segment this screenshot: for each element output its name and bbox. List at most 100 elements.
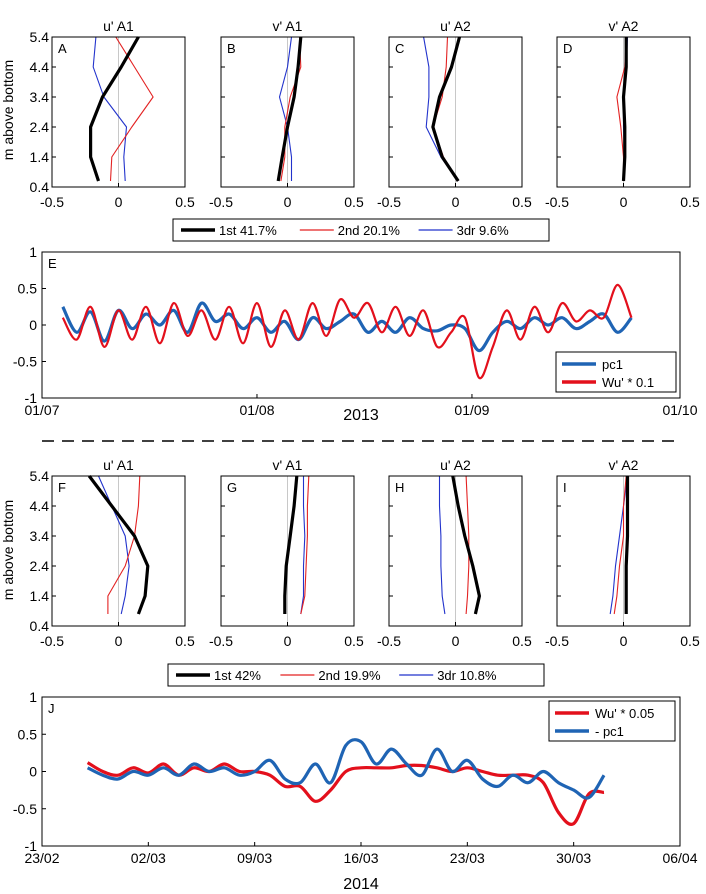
chart-j-ytick-label: 1 xyxy=(29,689,37,705)
chart-j-xtick-label: 23/02 xyxy=(24,850,59,866)
chart-j-legend-entry: - pc1 xyxy=(595,724,624,739)
chart-e-series-Wu' * 0.1 xyxy=(61,283,633,380)
chart-f-ytick-label: 2.4 xyxy=(30,558,50,574)
legend-profiles_bottom xyxy=(167,663,545,687)
chart-i-panel-label: I xyxy=(563,480,567,495)
year-label-2014: 2014 xyxy=(343,876,379,893)
chart-e-xtick-label: 01/08 xyxy=(239,402,274,418)
chart-a-ytick-label: 0.4 xyxy=(30,179,50,195)
chart-a-xtick-label: 0 xyxy=(115,194,123,210)
chart-a-series-1st xyxy=(89,36,140,182)
chart-j-legend xyxy=(548,700,676,742)
legend-profiles_bottom-entry: 2nd 19.9% xyxy=(318,668,381,683)
chart-b-series-2nd xyxy=(280,36,302,182)
legend-profiles_top-entry: 3dr 9.6% xyxy=(457,223,509,238)
chart-b-title: v' A1 xyxy=(273,18,303,34)
chart-e-panel-label: E xyxy=(48,256,57,271)
chart-d-xtick-label: 0 xyxy=(620,194,628,210)
chart-j-series-- pc1 xyxy=(86,738,606,800)
chart-f-series-2nd xyxy=(107,475,141,614)
y-axis-label-top: m above bottom xyxy=(0,60,16,160)
chart-g-xtick-label: 0.5 xyxy=(344,633,364,649)
chart-f-title: u' A1 xyxy=(103,457,134,473)
chart-h-xtick-label: 0 xyxy=(452,633,460,649)
chart-i-xtick-label: -0.5 xyxy=(545,633,569,649)
chart-e-xtick-label: 01/09 xyxy=(454,402,489,418)
chart-f-xtick-label: -0.5 xyxy=(40,633,64,649)
chart-b-series-3dr xyxy=(278,36,293,181)
chart-e-ytick-label: 0.5 xyxy=(18,281,38,297)
chart-d-panel-label: D xyxy=(563,41,572,56)
chart-h-series-1st xyxy=(451,475,481,615)
chart-h-title: u' A2 xyxy=(440,457,471,473)
chart-h-panel-label: H xyxy=(395,480,404,495)
chart-e-legend xyxy=(555,351,677,393)
chart-d-xtick-label: 0.5 xyxy=(680,194,700,210)
chart-i-title: v' A2 xyxy=(609,457,639,473)
chart-g-series-2nd xyxy=(300,475,310,615)
chart-f-xtick-label: 0 xyxy=(115,633,123,649)
chart-h-xtick-label: 0.5 xyxy=(512,633,532,649)
chart-a-ytick-label: 5.4 xyxy=(30,29,50,45)
chart-f-ytick-label: 5.4 xyxy=(30,468,50,484)
chart-g-series-1st xyxy=(283,475,299,614)
chart-c-title: u' A2 xyxy=(440,18,471,34)
chart-b-xtick-label: 0.5 xyxy=(344,194,364,210)
chart-f-ytick-label: 0.4 xyxy=(30,618,50,634)
chart-a-series-3dr xyxy=(92,36,128,182)
year-label-2013: 2013 xyxy=(343,407,379,424)
chart-b-xtick-label: 0 xyxy=(284,194,292,210)
chart-j-series-Wu' * 0.05 xyxy=(86,761,605,826)
chart-e-ytick-label: 1 xyxy=(29,244,37,260)
chart-i-xtick-label: 0 xyxy=(620,633,628,649)
chart-j-ytick-label: -1 xyxy=(25,838,38,854)
chart-a-ytick-label: 1.4 xyxy=(30,149,50,165)
chart-e-xtick-label: 01/07 xyxy=(24,402,59,418)
y-axis-label-bottom: m above bottom xyxy=(0,500,16,600)
chart-e-ytick-label: -1 xyxy=(25,390,38,406)
chart-f-ytick-label: 4.4 xyxy=(30,498,50,514)
chart-f-ytick-label: 1.4 xyxy=(30,588,50,604)
chart-g-series-3dr xyxy=(300,476,306,615)
chart-j-xtick-label: 16/03 xyxy=(343,850,378,866)
chart-a-ytick-label: 3.4 xyxy=(30,89,50,105)
chart-j-xtick-label: 23/03 xyxy=(450,850,485,866)
chart-j-ytick-label: 0 xyxy=(29,764,37,780)
chart-j-legend-entry: Wu' * 0.05 xyxy=(595,706,654,721)
chart-layer: -0.5 0 0.5 0.4 1.4 2.4 3.4 4.4 5.4 u' A1 A -0.5 0 0.5… xyxy=(0,18,700,866)
chart-d-xtick-label: -0.5 xyxy=(545,194,569,210)
chart-c-panel-label: C xyxy=(395,41,404,56)
chart-g-xtick-label: 0 xyxy=(284,633,292,649)
chart-i-series-1st xyxy=(624,476,630,614)
chart-b-xtick-label: -0.5 xyxy=(209,194,233,210)
chart-b-series-1st xyxy=(276,36,303,182)
chart-a-panel-label: A xyxy=(58,41,67,56)
chart-b-panel-label: B xyxy=(227,41,236,56)
chart-e-legend-entry: pc1 xyxy=(602,357,623,372)
chart-c-series-1st xyxy=(431,36,462,182)
chart-f-panel-label: F xyxy=(58,480,66,495)
chart-h-series-3dr xyxy=(438,476,446,615)
chart-j-xtick-label: 30/03 xyxy=(556,850,591,866)
chart-a-title: u' A1 xyxy=(103,18,134,34)
chart-d-title: v' A2 xyxy=(609,18,639,34)
chart-e-ytick-label: -0.5 xyxy=(13,354,37,370)
chart-f-xtick-label: 0.5 xyxy=(175,633,195,649)
chart-d-series-1st xyxy=(621,37,628,182)
chart-i-xtick-label: 0.5 xyxy=(680,633,700,649)
chart-i-series-2nd xyxy=(613,475,627,615)
chart-e-xtick-label: 01/10 xyxy=(662,402,697,418)
chart-g-title: v' A1 xyxy=(273,457,303,473)
chart-j-xtick-label: 09/03 xyxy=(237,850,272,866)
chart-a-xtick-label: -0.5 xyxy=(40,194,64,210)
chart-a-ytick-label: 4.4 xyxy=(30,59,50,75)
chart-g-xtick-label: -0.5 xyxy=(209,633,233,649)
legend-profiles_top-entry: 1st 41.7% xyxy=(219,223,277,238)
chart-h-xtick-label: -0.5 xyxy=(377,633,401,649)
chart-c-xtick-label: 0 xyxy=(452,194,460,210)
chart-c-xtick-label: 0.5 xyxy=(512,194,532,210)
legend-profiles_top-entry: 2nd 20.1% xyxy=(338,223,401,238)
legend-profiles_bottom-entry: 1st 42% xyxy=(214,668,261,683)
chart-j-panel-label: J xyxy=(48,701,55,716)
